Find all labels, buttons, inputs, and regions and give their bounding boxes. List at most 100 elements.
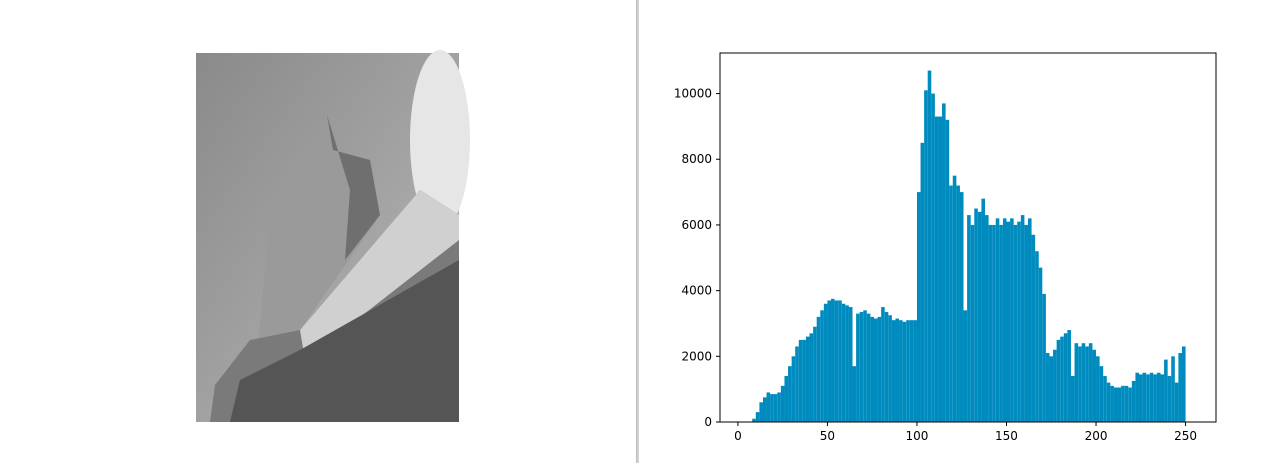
x-tick-label: 0 — [734, 429, 742, 443]
bar — [1135, 372, 1140, 422]
x-tick-label: 150 — [995, 429, 1018, 443]
bar — [891, 320, 896, 422]
bar — [795, 346, 799, 422]
bar — [1053, 349, 1057, 422]
bar — [841, 303, 846, 422]
bar — [985, 215, 989, 422]
bar — [816, 316, 821, 422]
bar — [805, 336, 810, 422]
bar — [1181, 346, 1186, 422]
bar — [1131, 380, 1136, 422]
bar — [959, 192, 964, 422]
bar — [992, 224, 996, 422]
bar — [834, 300, 839, 422]
bar — [1085, 346, 1089, 422]
bar — [1070, 376, 1075, 422]
bar — [1056, 339, 1061, 422]
bar — [777, 392, 781, 422]
bar — [970, 224, 975, 422]
bar — [1063, 333, 1068, 422]
bar — [1020, 215, 1025, 422]
bar — [906, 320, 910, 422]
bar — [952, 175, 957, 422]
bar — [1164, 359, 1168, 422]
bar — [1031, 234, 1036, 422]
bar — [1088, 343, 1093, 422]
bar — [838, 300, 842, 422]
bar — [809, 333, 814, 422]
bar — [780, 385, 785, 422]
y-tick-label: 10000 — [674, 87, 712, 101]
bar — [884, 311, 889, 422]
bar — [759, 402, 763, 422]
bar — [1121, 385, 1125, 422]
bar — [770, 394, 774, 422]
bar — [1113, 387, 1118, 422]
x-tick-label: 250 — [1174, 429, 1197, 443]
bar — [1139, 374, 1143, 422]
bar — [845, 305, 849, 422]
bar — [784, 376, 789, 422]
bar — [852, 366, 857, 422]
bar — [1078, 346, 1082, 422]
bar — [1167, 376, 1172, 422]
bar — [1146, 374, 1150, 422]
bar — [866, 313, 871, 422]
bar — [988, 224, 993, 422]
bar — [1149, 372, 1154, 422]
bar — [766, 392, 771, 422]
bar — [1038, 267, 1043, 422]
bar — [856, 313, 860, 422]
bar — [927, 70, 932, 423]
y-tick-label: 2000 — [681, 349, 712, 363]
bar — [1092, 349, 1097, 422]
bar — [999, 224, 1003, 422]
bar — [938, 116, 943, 422]
bar — [813, 326, 817, 422]
bar — [859, 311, 864, 422]
bar — [870, 316, 874, 422]
bar — [913, 320, 917, 422]
bar — [877, 316, 882, 422]
bar — [895, 318, 900, 422]
bar — [1074, 343, 1079, 422]
bar — [1110, 385, 1114, 422]
bar — [1106, 382, 1111, 422]
bar — [1017, 221, 1021, 422]
bar — [1013, 224, 1018, 422]
bar — [1060, 336, 1064, 422]
bar — [1002, 218, 1007, 422]
bar — [995, 218, 1000, 422]
bar — [762, 397, 767, 422]
bar — [924, 90, 928, 422]
bar — [752, 418, 756, 422]
y-tick-label: 0 — [704, 415, 712, 429]
bar — [1010, 218, 1014, 422]
bar — [798, 339, 803, 422]
bar — [977, 211, 982, 422]
bar — [827, 300, 832, 422]
bar — [942, 103, 946, 422]
bar — [1045, 353, 1050, 422]
bar — [967, 215, 971, 422]
bar — [755, 412, 760, 422]
bar — [1035, 251, 1039, 422]
bar — [899, 320, 903, 422]
bar — [1174, 382, 1179, 422]
bar — [909, 320, 914, 422]
bar — [1142, 372, 1147, 422]
bar — [963, 310, 968, 422]
bar — [1099, 366, 1104, 422]
y-tick-label: 6000 — [681, 218, 712, 232]
bar — [916, 192, 921, 422]
bar — [931, 93, 935, 423]
x-tick-label: 200 — [1085, 429, 1108, 443]
histogram-plot: 0 50 100 150 200 250 0 2000 4000 6000 8000 10000 — [674, 52, 1217, 443]
bar — [1153, 374, 1157, 422]
bar — [1178, 353, 1182, 422]
bar — [848, 307, 853, 422]
bar — [1042, 293, 1046, 422]
bar — [1171, 356, 1175, 422]
bar — [1027, 218, 1032, 422]
